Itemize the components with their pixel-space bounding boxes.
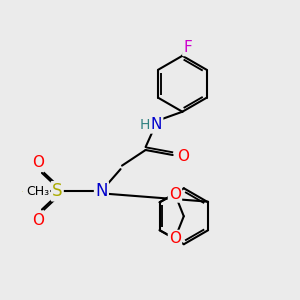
Text: N: N: [95, 182, 108, 200]
Text: S: S: [22, 191, 23, 192]
Text: H: H: [140, 118, 150, 132]
Text: O: O: [169, 187, 181, 202]
Text: O: O: [32, 213, 44, 228]
Text: O: O: [169, 231, 181, 246]
Text: S: S: [52, 182, 62, 200]
Text: S: S: [24, 180, 33, 194]
Text: CH₃: CH₃: [26, 185, 50, 198]
Text: O: O: [177, 149, 189, 164]
Text: O: O: [32, 155, 44, 170]
Text: N: N: [151, 118, 162, 133]
Text: F: F: [183, 40, 192, 55]
